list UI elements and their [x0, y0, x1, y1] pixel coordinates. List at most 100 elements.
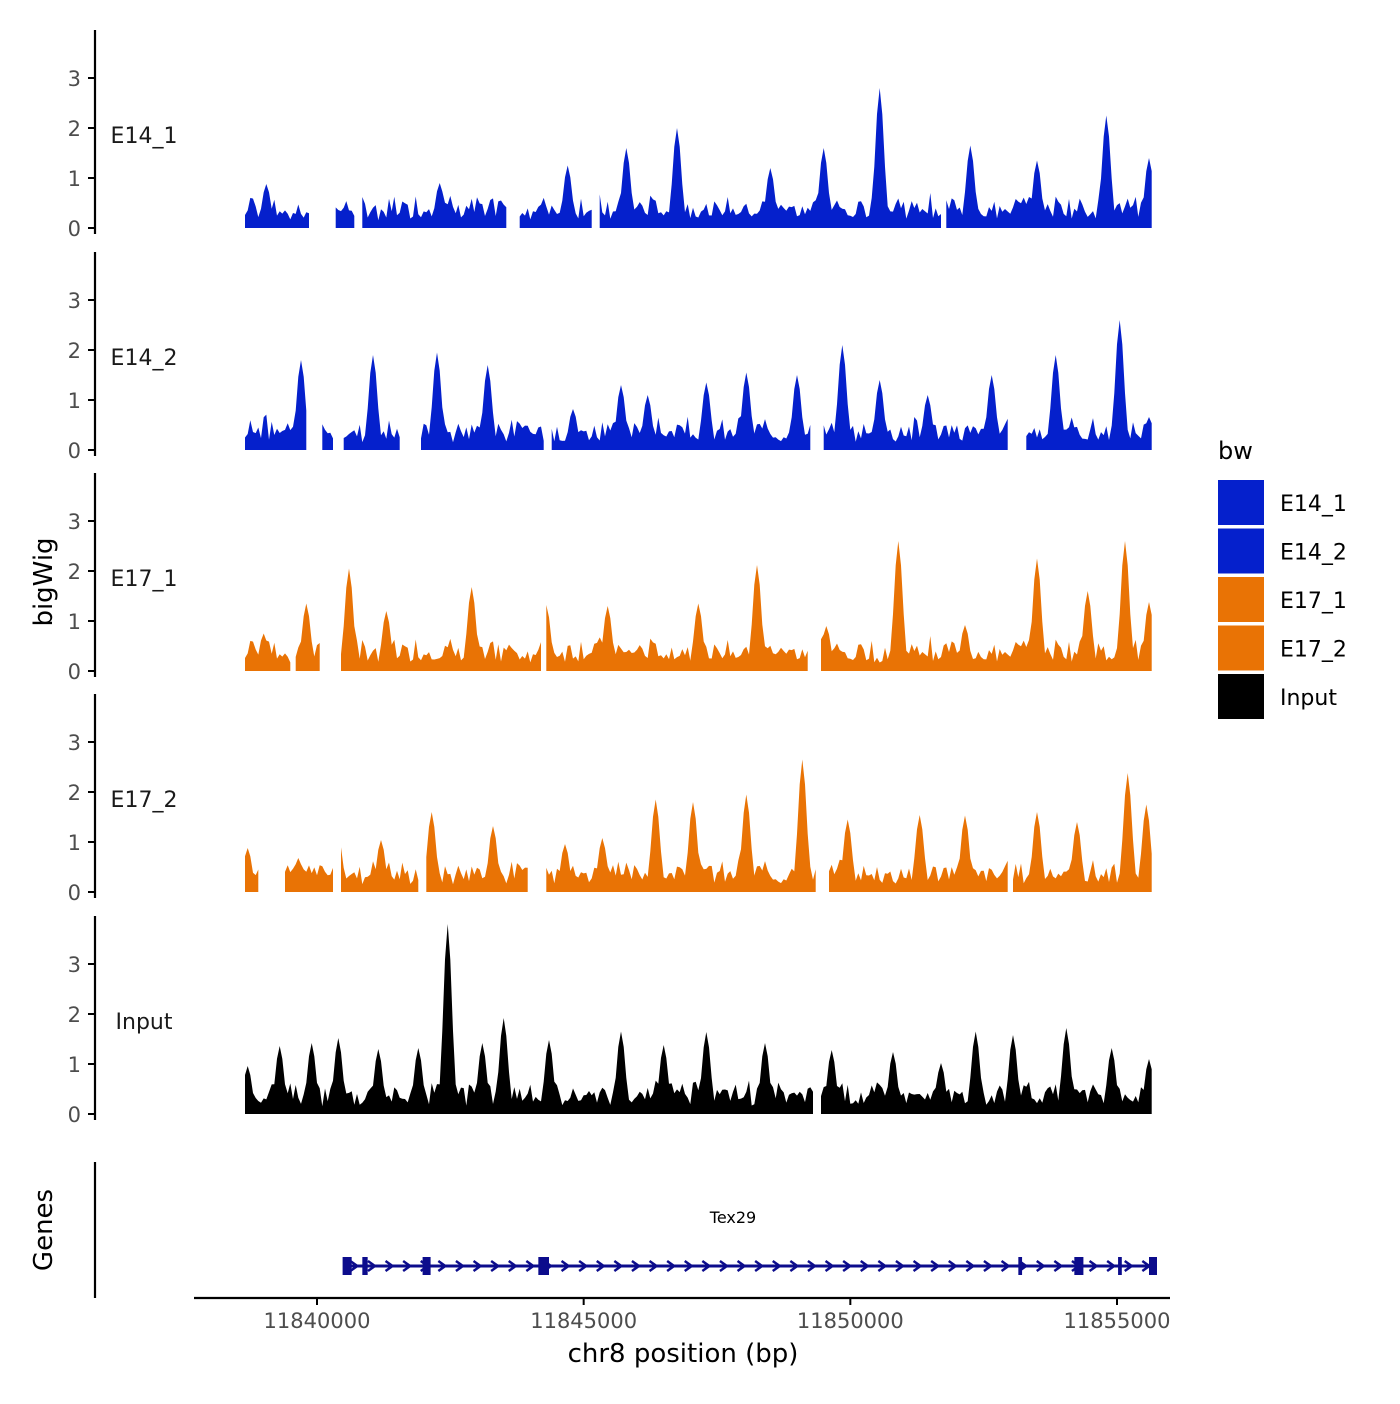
exon — [1149, 1257, 1157, 1275]
y-tick-label: 0 — [68, 1103, 81, 1127]
strand-arrow — [631, 1259, 642, 1273]
strand-arrow — [807, 1259, 818, 1273]
x-tick-label: 11850000 — [797, 1309, 904, 1333]
track-label: Input — [116, 1010, 173, 1035]
exon — [538, 1257, 549, 1275]
track-label: E17_1 — [111, 567, 178, 592]
legend-label: E14_2 — [1280, 541, 1347, 566]
y-tick-label: 1 — [68, 831, 81, 855]
strand-arrow — [648, 1259, 659, 1273]
legend-label: E17_2 — [1280, 638, 1347, 663]
coverage-area-e17-1 — [245, 541, 1152, 671]
strand-arrow — [384, 1259, 395, 1273]
x-axis: 11840000 11845000 11850000 11855000 — [194, 1296, 1171, 1333]
strand-arrow — [772, 1259, 782, 1273]
y-tick-label: 3 — [68, 731, 81, 755]
strand-arrow — [736, 1259, 747, 1273]
strand-arrow — [349, 1259, 360, 1273]
strand-arrow — [965, 1259, 976, 1273]
x-axis-title: chr8 position (bp) — [568, 1339, 799, 1369]
legend-label: E17_1 — [1280, 589, 1347, 614]
y-tick-label: 2 — [68, 339, 81, 363]
y-tick-label: 2 — [68, 117, 81, 141]
legend-item-e17-2: E17_2 — [1218, 625, 1347, 671]
coverage-area-e17-2 — [245, 759, 1152, 892]
legend-item-e14-1: E14_1 — [1218, 480, 1347, 525]
strand-arrow — [666, 1259, 677, 1273]
strand-arrow — [1000, 1259, 1011, 1273]
exon — [1074, 1257, 1084, 1275]
strand-arrow — [455, 1259, 466, 1273]
track-e14-2: 0 1 2 3 E14_2 — [68, 252, 1152, 463]
track-panels: 0 1 2 3 E14_1 0 1 2 3 E14_2 0 1 2 3 E17_1 0 1 2 3 E17_2 0 1 2 3… — [68, 30, 1152, 1127]
legend-item-input: Input — [1218, 674, 1337, 719]
exon — [1118, 1257, 1122, 1275]
strand-arrow — [472, 1259, 483, 1273]
strand-arrow — [1124, 1259, 1134, 1273]
strand-arrow — [895, 1259, 906, 1273]
strand-arrow — [824, 1259, 835, 1273]
strand-arrow — [842, 1259, 853, 1273]
legend-label: Input — [1280, 686, 1337, 711]
legend-swatch — [1218, 674, 1264, 719]
strand-arrow — [684, 1259, 694, 1273]
y-tick-label: 2 — [68, 781, 81, 805]
strand-arrow — [525, 1259, 536, 1273]
exon — [422, 1257, 431, 1275]
strand-arrow — [1053, 1259, 1064, 1273]
y-tick-label: 2 — [68, 560, 81, 584]
gene-panel-title: Genes — [29, 1189, 59, 1271]
track-input: 0 1 2 3 Input — [68, 916, 1152, 1127]
exon — [1018, 1257, 1023, 1275]
y-tick-label: 3 — [68, 953, 81, 977]
strand-arrow — [860, 1259, 870, 1273]
y-tick-label: 3 — [68, 289, 81, 313]
strand-arrow — [437, 1259, 448, 1273]
y-tick-label: 3 — [68, 67, 81, 91]
y-tick-label: 3 — [68, 510, 81, 534]
strand-arrow — [1036, 1259, 1046, 1273]
legend: bw E14_1 E14_2 E17_1 E17_2 Input — [1218, 437, 1347, 719]
x-tick-label: 11845000 — [530, 1309, 637, 1333]
legend-swatch — [1218, 577, 1264, 622]
track-e17-2: 0 1 2 3 E17_2 — [68, 694, 1152, 905]
coverage-area-input — [245, 924, 1152, 1114]
strand-arrow — [877, 1259, 888, 1273]
exon — [362, 1257, 368, 1275]
strand-arrow — [930, 1259, 941, 1273]
strand-arrow — [596, 1259, 606, 1273]
x-tick-label: 11855000 — [1064, 1309, 1171, 1333]
track-label: E17_2 — [111, 788, 178, 813]
y-tick-label: 1 — [68, 1053, 81, 1077]
strand-arrow — [367, 1259, 378, 1273]
track-e14-1: 0 1 2 3 E14_1 — [68, 30, 1152, 241]
y-tick-label: 2 — [68, 1003, 81, 1027]
strand-arrow — [948, 1259, 958, 1273]
strand-arrow — [754, 1259, 765, 1273]
legend-swatch — [1218, 528, 1264, 574]
gene-panel: Tex29 — [93, 1162, 1157, 1298]
strand-arrow — [578, 1259, 589, 1273]
y-tick-label: 0 — [68, 660, 81, 684]
strand-arrow — [560, 1259, 571, 1273]
strand-arrow — [1088, 1259, 1099, 1273]
legend-item-e14-2: E14_2 — [1218, 528, 1347, 574]
strand-arrow — [719, 1259, 730, 1273]
track-label: E14_1 — [111, 124, 178, 149]
y-tick-label: 1 — [68, 167, 81, 191]
exon — [342, 1257, 352, 1275]
y-tick-label: 1 — [68, 389, 81, 413]
y-tick-label: 1 — [68, 610, 81, 634]
strand-arrow — [402, 1259, 413, 1273]
y-tick-label: 0 — [68, 881, 81, 905]
strand-arrow — [789, 1259, 800, 1273]
strand-arrow — [983, 1259, 994, 1273]
legend-label: E14_1 — [1280, 492, 1347, 517]
strand-arrow — [701, 1259, 712, 1273]
legend-title: bw — [1218, 437, 1253, 465]
coverage-area-e14-1 — [245, 88, 1152, 228]
strand-arrow — [912, 1259, 923, 1273]
legend-swatch — [1218, 480, 1264, 525]
x-tick-label: 11840000 — [264, 1309, 371, 1333]
